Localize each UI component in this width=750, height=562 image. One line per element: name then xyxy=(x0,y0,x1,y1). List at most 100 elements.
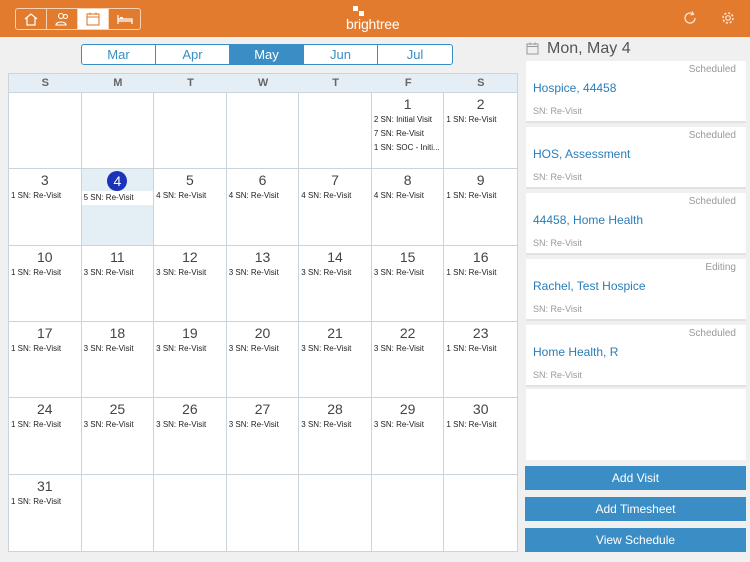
day-visit-summary[interactable]: 3 SN: Re-Visit xyxy=(371,265,444,280)
day-number-text: 6 xyxy=(258,172,267,189)
day-visit-summary[interactable]: 5 SN: Re-Visit xyxy=(81,191,154,206)
day-visit-summary[interactable]: 3 SN: Re-Visit xyxy=(226,265,299,280)
day-visit-summary[interactable]: 1 SN: Re-Visit xyxy=(9,265,81,280)
day-visit-summary[interactable]: 3 SN: Re-Visit xyxy=(81,265,154,280)
day-cell-23[interactable]: 23 1 SN: Re-Visit xyxy=(444,322,517,399)
visit-status: Scheduled xyxy=(688,64,736,75)
day-number-text: 27 xyxy=(254,401,271,418)
day-cell-16[interactable]: 16 1 SN: Re-Visit xyxy=(444,246,517,322)
day-cell-empty xyxy=(9,93,82,170)
day-visit-summary[interactable]: 1 SN: Re-Visit xyxy=(444,113,517,127)
day-visit-summary[interactable]: 7 SN: Re-Visit xyxy=(371,127,444,141)
day-cell-25[interactable]: 25 3 SN: Re-Visit xyxy=(81,398,155,475)
day-visit-summary[interactable]: 3 SN: Re-Visit xyxy=(371,418,444,433)
day-visit-summary[interactable]: 3 SN: Re-Visit xyxy=(226,418,299,433)
day-cell-11[interactable]: 11 3 SN: Re-Visit xyxy=(81,245,155,322)
day-cell-12[interactable]: 12 3 SN: Re-Visit xyxy=(154,245,227,322)
bed-icon xyxy=(116,15,133,24)
calendar-icon xyxy=(86,12,100,26)
day-cell-31[interactable]: 31 1 SN: Re-Visit xyxy=(9,474,82,551)
day-visit-summary[interactable]: 1 SN: Re-Visit xyxy=(444,418,517,433)
day-cell-empty xyxy=(372,474,445,551)
day-number: 14 xyxy=(299,248,371,266)
day-visit-summary[interactable]: 3 SN: Re-Visit xyxy=(154,342,226,356)
visit-card[interactable]: Scheduled Home Health, R SN: Re-Visit xyxy=(526,325,746,387)
visit-card[interactable]: Scheduled 44458, Home Health SN: Re-Visit xyxy=(526,193,746,255)
month-tab-apr[interactable]: Apr xyxy=(156,45,230,64)
visit-patient-name: 44458, Home Health xyxy=(533,213,644,227)
day-cell-17[interactable]: 17 1 SN: Re-Visit xyxy=(9,322,82,399)
day-cell-13[interactable]: 13 3 SN: Re-Visit xyxy=(226,245,300,322)
day-visit-summary[interactable]: 1 SN: Re-Visit xyxy=(9,494,81,509)
nav-bed-button[interactable] xyxy=(109,9,140,29)
gear-icon[interactable] xyxy=(720,10,736,26)
day-visit-summary[interactable]: 2 SN: Initial Visit xyxy=(371,113,444,127)
day-cell-28[interactable]: 28 3 SN: Re-Visit xyxy=(299,398,372,475)
day-visit-summary[interactable]: 1 SN: Re-Visit xyxy=(9,342,81,356)
nav-home-button[interactable] xyxy=(16,9,47,29)
nav-calendar-button[interactable] xyxy=(78,9,109,29)
day-cell-15[interactable]: 15 3 SN: Re-Visit xyxy=(371,245,445,322)
day-visit-summary[interactable]: 4 SN: Re-Visit xyxy=(299,189,371,204)
visit-card[interactable]: Editing Rachel, Test Hospice SN: Re-Visit xyxy=(526,259,746,321)
day-visit-summary[interactable]: 1 SN: Re-Visit xyxy=(444,342,517,356)
visit-type: SN: Re-Visit xyxy=(533,172,582,182)
app-header: brightree xyxy=(0,0,750,37)
day-cell-22[interactable]: 22 3 SN: Re-Visit xyxy=(371,322,445,399)
day-visit-summary[interactable]: 1 SN: SOC - Initi... xyxy=(371,141,444,155)
month-tab-may[interactable]: May xyxy=(230,45,304,64)
day-cell-10[interactable]: 10 1 SN: Re-Visit xyxy=(9,245,82,322)
day-cell-26[interactable]: 26 3 SN: Re-Visit xyxy=(154,398,227,475)
day-number-text: 16 xyxy=(472,248,489,265)
day-cell-19[interactable]: 19 3 SN: Re-Visit xyxy=(154,322,227,399)
day-visit-summary[interactable]: 3 SN: Re-Visit xyxy=(154,265,226,280)
visit-card[interactable]: Scheduled Hospice, 44458 SN: Re-Visit xyxy=(526,61,746,123)
day-visit-summary[interactable]: 4 SN: Re-Visit xyxy=(154,189,226,204)
day-visit-summary[interactable]: 3 SN: Re-Visit xyxy=(371,342,444,356)
add-visit-button[interactable]: Add Visit xyxy=(525,466,746,490)
day-cell-27[interactable]: 27 3 SN: Re-Visit xyxy=(226,398,300,475)
day-visit-summary[interactable]: 3 SN: Re-Visit xyxy=(299,418,371,433)
day-number-text: 14 xyxy=(327,248,343,265)
day-number: 25 xyxy=(82,400,154,418)
day-cell-29[interactable]: 29 3 SN: Re-Visit xyxy=(371,398,445,475)
month-tab-mar[interactable]: Mar xyxy=(82,45,156,64)
day-visit-summary[interactable]: 3 SN: Re-Visit xyxy=(299,265,371,280)
day-number: 15 xyxy=(372,248,444,266)
day-cell-24[interactable]: 24 1 SN: Re-Visit xyxy=(9,398,82,475)
day-visit-summary[interactable]: 1 SN: Re-Visit xyxy=(444,265,517,280)
day-visit-summary[interactable]: 3 SN: Re-Visit xyxy=(299,342,371,356)
day-cell-30[interactable]: 30 1 SN: Re-Visit xyxy=(444,398,517,475)
visit-card[interactable]: Scheduled HOS, Assessment SN: Re-Visit xyxy=(526,127,746,189)
add-timesheet-button[interactable]: Add Timesheet xyxy=(525,497,746,521)
day-visit-summary[interactable]: 4 SN: Re-Visit xyxy=(371,189,444,204)
day-cell-21[interactable]: 21 3 SN: Re-Visit xyxy=(299,322,372,399)
day-cell-20[interactable]: 20 3 SN: Re-Visit xyxy=(226,322,300,399)
day-visit-summary[interactable]: 3 SN: Re-Visit xyxy=(226,342,299,356)
day-visit-summary[interactable]: 3 SN: Re-Visit xyxy=(81,342,154,356)
month-tab-jun[interactable]: Jun xyxy=(304,45,378,64)
nav-patients-button[interactable] xyxy=(47,9,78,29)
day-number: 17 xyxy=(9,324,81,342)
day-visit-summary[interactable]: 4 SN: Re-Visit xyxy=(226,189,299,204)
day-visit-summary[interactable]: 3 SN: Re-Visit xyxy=(81,418,154,433)
day-cell-14[interactable]: 14 3 SN: Re-Visit xyxy=(299,245,372,322)
day-number xyxy=(82,95,154,113)
refresh-icon[interactable] xyxy=(682,10,698,26)
month-tab-jul[interactable]: Jul xyxy=(406,47,424,62)
day-visit-summary[interactable]: 3 SN: Re-Visit xyxy=(154,418,226,433)
day-visit-summary[interactable]: 1 SN: Re-Visit xyxy=(444,189,517,204)
day-visit-summary[interactable]: 1 SN: Re-Visit xyxy=(9,418,81,433)
day-cell-18[interactable]: 18 3 SN: Re-Visit xyxy=(81,322,155,399)
day-visit-summary[interactable]: 1 SN: Re-Visit xyxy=(9,189,81,204)
view-schedule-button[interactable]: View Schedule xyxy=(525,528,746,552)
